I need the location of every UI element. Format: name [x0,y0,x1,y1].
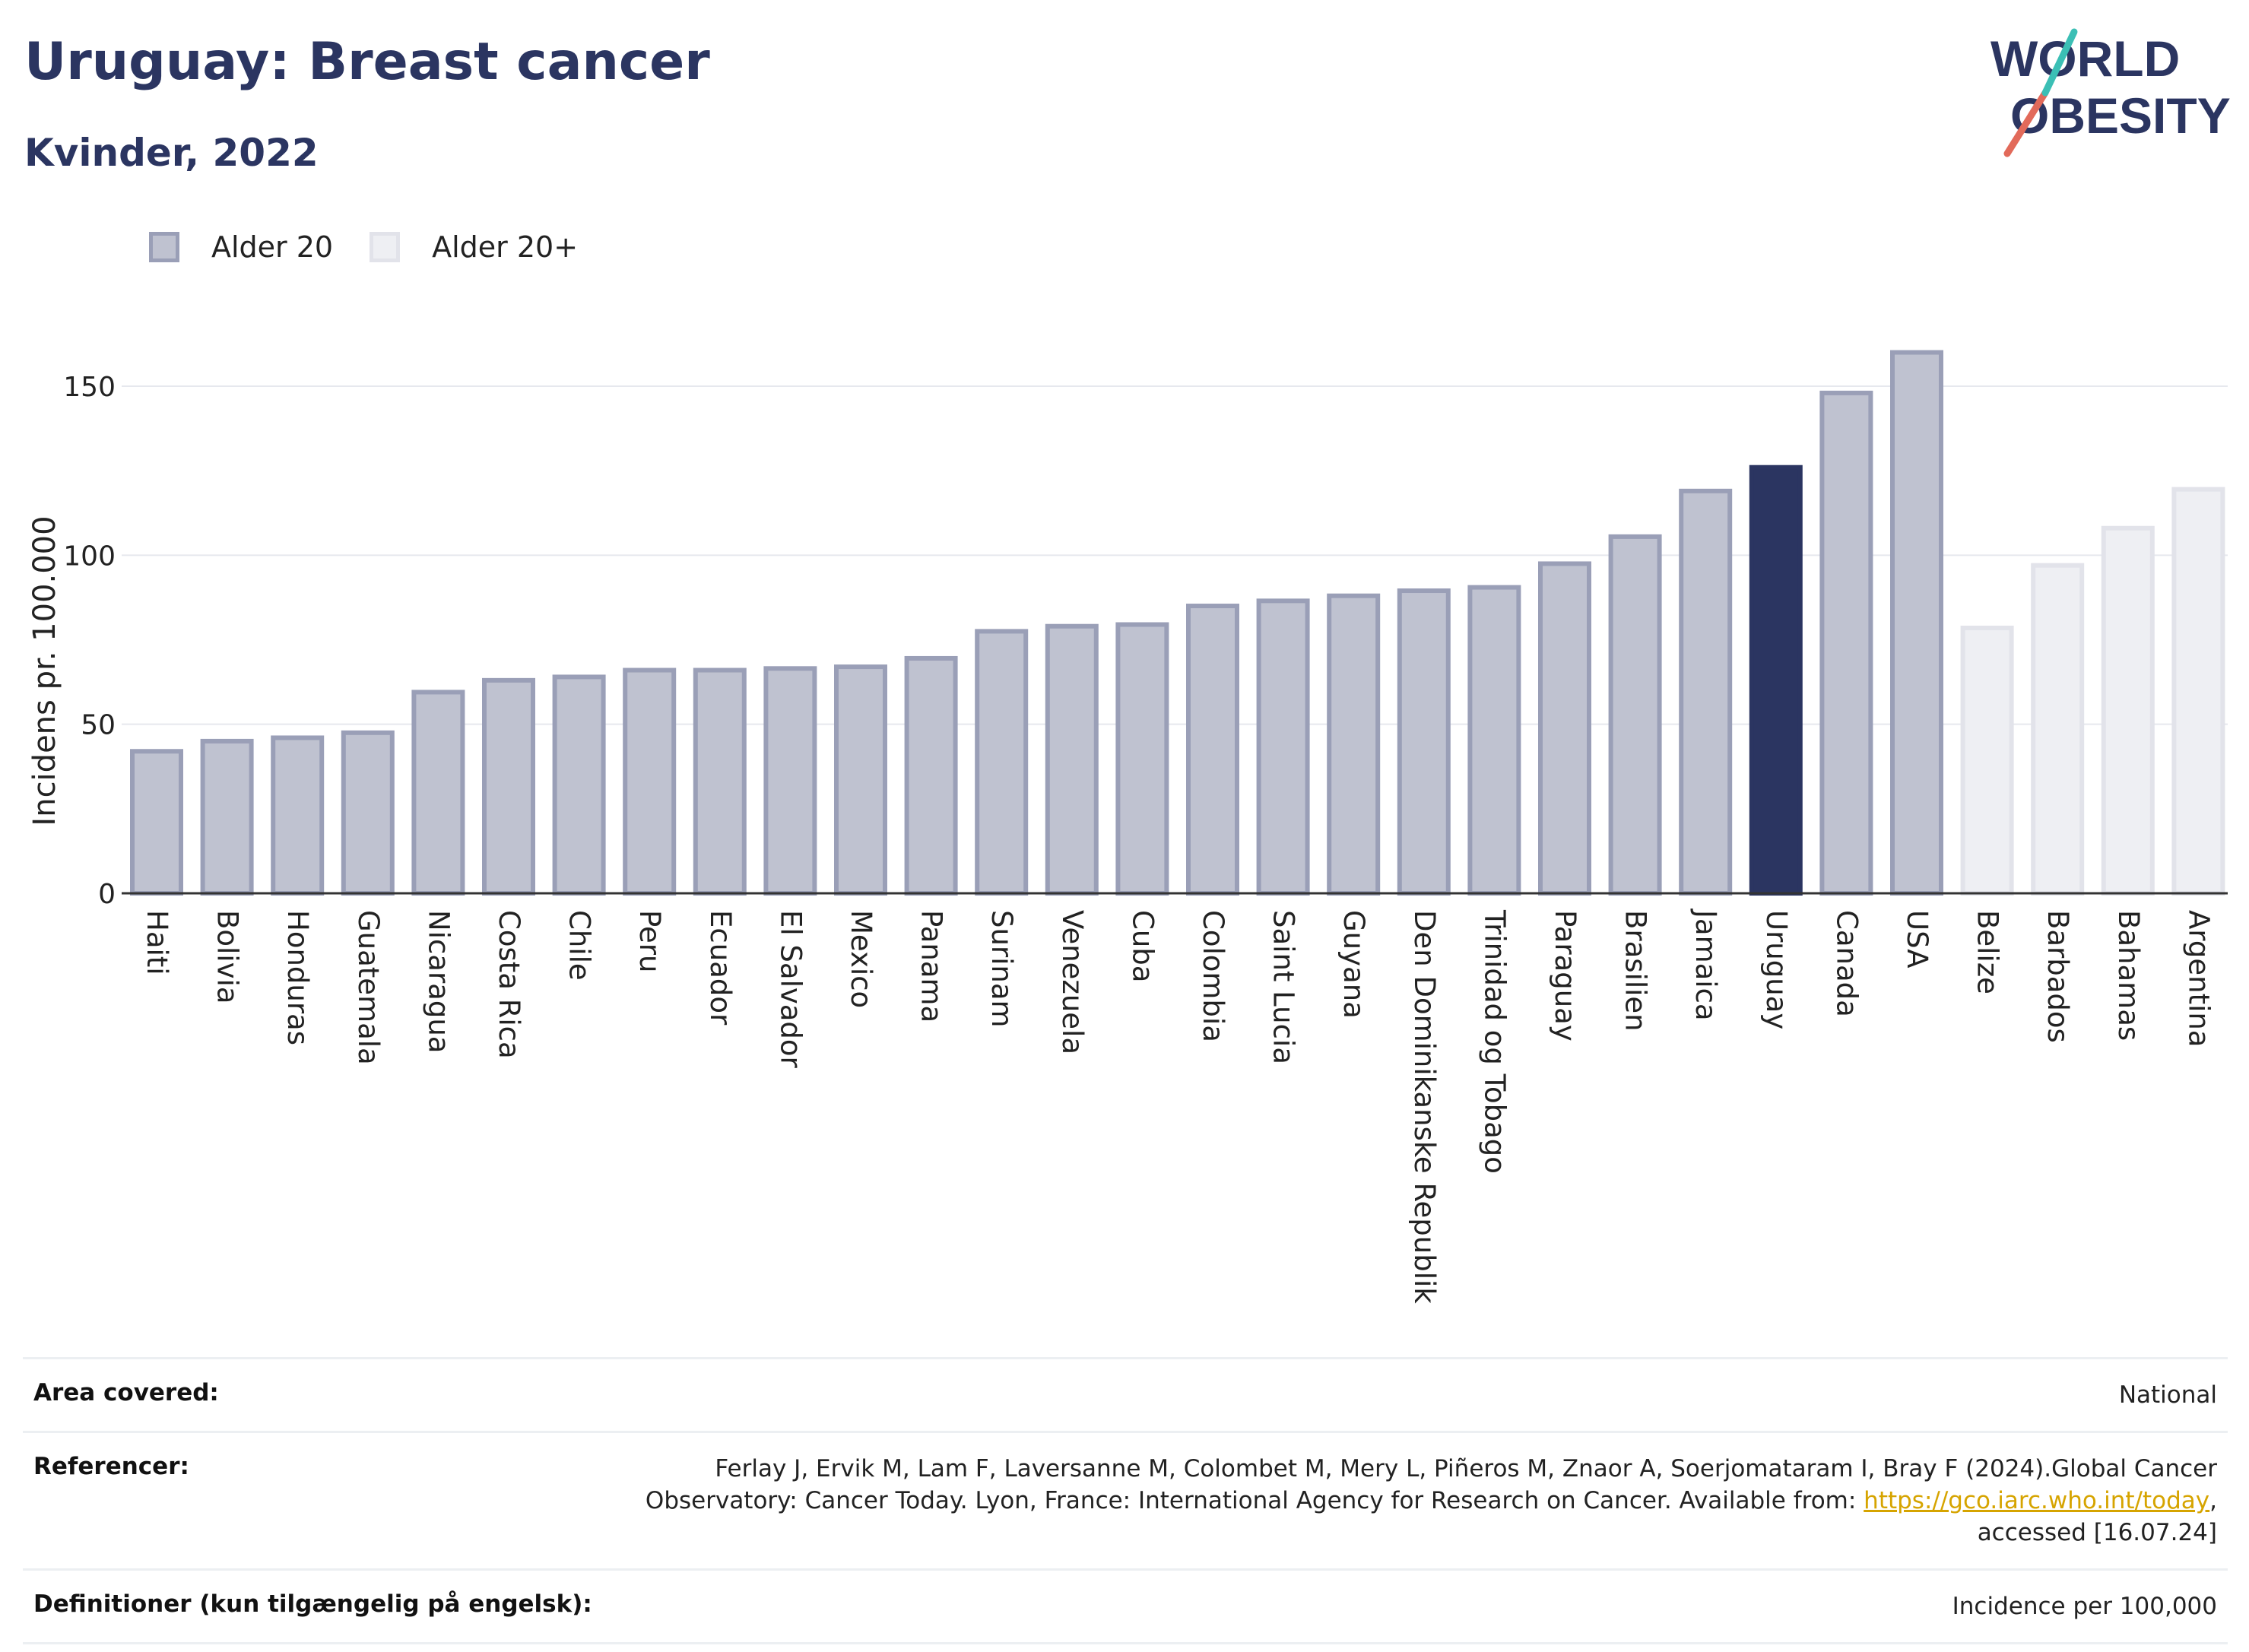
legend-item-alder-20[interactable]: Alder 20 [149,230,333,264]
legend-item-alder-20-plus[interactable]: Alder 20+ [370,230,578,264]
bar-usa [1890,350,1943,896]
y-tick-label: 0 [98,879,116,910]
x-tick-label: Paraguay [1549,910,1581,1042]
bar-uruguay [1749,465,1803,896]
reference-link[interactable]: https://gco.iarc.who.int/today [1864,1487,2210,1514]
area-value: National [2118,1381,2217,1409]
legend-label: Alder 20+ [432,230,579,264]
reference-line-3: accessed [16.07.24] [1977,1519,2217,1546]
info-row-area: Area covered: National [23,1357,2228,1431]
x-tick-label: Belize [1971,910,2004,994]
bar-den-dominikanske-republik [1397,588,1451,896]
reference-line-2-end: , [2209,1487,2217,1514]
bar-venezuela [1045,623,1099,896]
bar-belize [1960,625,2014,896]
x-tick-label: Saint Lucia [1267,910,1300,1064]
x-tick-label: Costa Rica [493,910,525,1059]
x-tick-label: Panama [915,910,948,1023]
x-tick-label: Canada [1830,910,1863,1017]
x-tick-label: Bahamas [2112,910,2145,1041]
x-tick-label: Guyana [1337,910,1370,1019]
x-tick-label: Venezuela [1056,910,1089,1054]
x-tick-label: Surinam [985,910,1018,1028]
x-tick-label: Honduras [281,910,314,1045]
bar-argentina [2171,487,2225,896]
bar-costa-rica [482,677,535,896]
x-tick-label: Jamaica [1689,908,1722,1021]
x-tick-label: Trinidad og Tobago [1478,909,1511,1174]
references-value: Ferlay J, Ervik M, Lam F, Laversanne M, … [646,1453,2217,1549]
bar-barbados [2031,563,2085,896]
bar-brasilien [1608,534,1662,896]
page-subtitle: Kvinder, 2022 [24,131,319,175]
bar-el-salvador [763,666,817,896]
x-tick-label: Den Dominikanske Republik [1408,910,1441,1304]
bar-panama [904,655,958,896]
bar-peru [623,667,677,896]
x-tick-label: Mexico [845,910,877,1008]
world-obesity-logo: WORLD OBESITY [1990,28,2231,157]
reference-line-2: Observatory: Cancer Today. Lyon, France:… [646,1485,2217,1517]
page-title: Uruguay: Breast cancer [24,32,710,92]
chart-legend: Alder 20 Alder 20+ [149,224,614,270]
x-tick-label: USA [1901,910,1933,969]
info-table: Area covered: National Referencer: Ferla… [23,1357,2228,1644]
bar-chart: 0 50 100 150 Incidens pr. 100.000 Haiti Bolivi… [27,350,2228,1304]
bar-nicaragua [411,690,465,896]
x-tick-label: Bolivia [211,910,244,1004]
x-tick-label: Ecuador [704,910,737,1026]
logo-line1: WORLD [1990,30,2180,87]
x-tick-label: Chile [563,910,596,981]
x-tick-label: Haiti [141,910,173,975]
info-row-definitions: Definitioner (kun tilgængelig på engelsk… [23,1568,2228,1644]
x-tick-label: Nicaragua [422,910,455,1053]
definitions-value: Incidence per 100,000 [1952,1593,2217,1620]
legend-label: Alder 20 [211,230,334,264]
x-tick-label: Barbados [2041,910,2074,1043]
y-tick-label: 100 [63,541,116,572]
x-tick-label: Guatemala [352,910,385,1065]
reference-line-1: Ferlay J, Ervik M, Lam F, Laversanne M, … [715,1455,2217,1482]
x-tick-label: Colombia [1197,910,1229,1042]
bar-ecuador [693,667,747,896]
bar-guyana [1327,593,1381,896]
legend-swatch-alder-20 [149,232,179,262]
x-tick-label: Peru [633,910,666,972]
bar-bolivia [200,738,254,896]
area-label: Area covered: [33,1379,219,1406]
bar-mexico [834,664,887,896]
logo-line2: OBESITY [2010,87,2231,144]
bar-canada [1819,390,1873,896]
reference-line-2-text: Observatory: Cancer Today. Lyon, France:… [645,1487,1864,1514]
x-tick-label: Argentina [2182,910,2215,1047]
y-tick-label: 50 [81,710,116,741]
info-row-references: Referencer: Ferlay J, Ervik M, Lam F, La… [23,1431,2228,1568]
bar-haiti [130,749,183,896]
x-tick-label: Uruguay [1760,910,1793,1029]
bar-honduras [271,735,325,896]
bar-colombia [1186,604,1239,896]
bar-bahamas [2101,525,2155,896]
x-tick-label: Cuba [1126,910,1159,982]
x-tick-label: Brasilien [1619,910,1652,1032]
definitions-label: Definitioner (kun tilgængelig på engelsk… [33,1590,592,1618]
legend-swatch-alder-20-plus [370,232,401,262]
y-tick-label: 150 [63,372,116,403]
x-tick-label: El Salvador [774,910,807,1069]
bar-paraguay [1538,561,1591,896]
bar-trinidad-og-tobago [1467,585,1521,896]
bar-guatemala [341,730,395,896]
references-label: Referencer: [33,1453,189,1480]
bar-cuba [1115,622,1169,896]
bar-saint-lucia [1256,598,1310,896]
bar-surinam [975,629,1029,896]
bar-jamaica [1679,488,1733,896]
y-axis-label: Incidens pr. 100.000 [27,515,62,826]
bar-chile [552,674,606,896]
